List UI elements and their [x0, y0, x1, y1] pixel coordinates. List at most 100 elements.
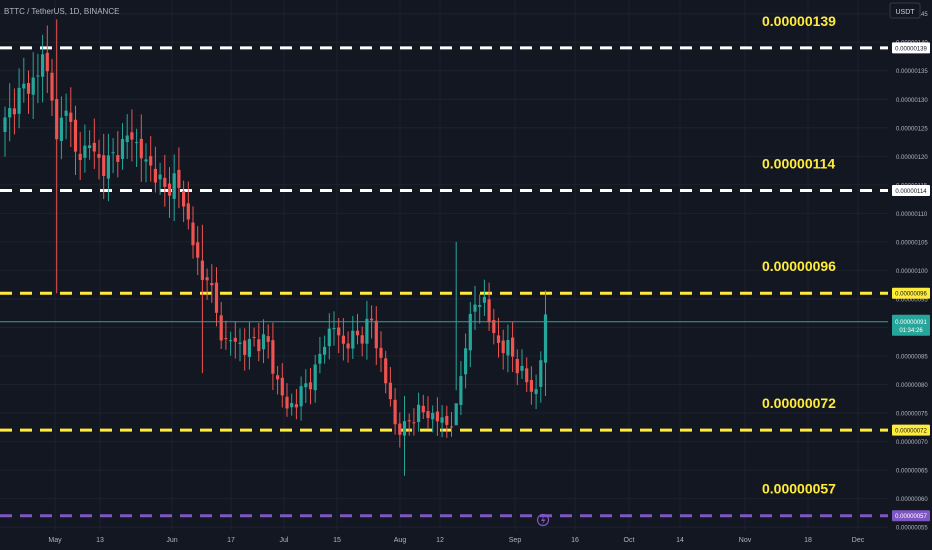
- candle-body[interactable]: [120, 138, 125, 159]
- candle-body[interactable]: [426, 411, 430, 419]
- candle-body[interactable]: [22, 83, 26, 89]
- candle-body[interactable]: [468, 313, 472, 351]
- candle-body[interactable]: [313, 364, 317, 391]
- candle-body[interactable]: [501, 340, 505, 354]
- candle-body[interactable]: [308, 382, 313, 390]
- candle-body[interactable]: [384, 358, 388, 384]
- candle-body[interactable]: [482, 296, 486, 303]
- candle-body[interactable]: [393, 399, 397, 425]
- candle-body[interactable]: [144, 159, 148, 162]
- candle-body[interactable]: [172, 173, 176, 199]
- candle-body[interactable]: [374, 320, 378, 349]
- candle-body[interactable]: [186, 203, 190, 220]
- candle-body[interactable]: [88, 145, 92, 149]
- candle-body[interactable]: [449, 426, 454, 428]
- candle-body[interactable]: [252, 336, 256, 338]
- candle-body[interactable]: [83, 145, 87, 158]
- candle-body[interactable]: [200, 260, 204, 280]
- candle-body[interactable]: [111, 152, 115, 154]
- candle-body[interactable]: [238, 342, 242, 344]
- candle-body[interactable]: [233, 337, 237, 342]
- candle-body[interactable]: [421, 405, 425, 413]
- candle-body[interactable]: [45, 52, 49, 72]
- candle-body[interactable]: [116, 155, 120, 162]
- candle-body[interactable]: [50, 72, 54, 101]
- candle-body[interactable]: [280, 377, 284, 396]
- candle-body[interactable]: [92, 142, 96, 152]
- candle-body[interactable]: [515, 359, 519, 374]
- date-axis[interactable]: May 13 Jun 17 Jul 15 Aug 12 Sep 16 Oct 14 Nov 18 Dec: [48, 537, 864, 544]
- candlestick-series[interactable]: [3, 19, 548, 476]
- candle-body[interactable]: [210, 282, 214, 286]
- candle-body[interactable]: [78, 153, 82, 161]
- support-resistance-levels[interactable]: [0, 46, 888, 518]
- candle-body[interactable]: [130, 132, 134, 140]
- candle-body[interactable]: [135, 142, 139, 144]
- candle-body[interactable]: [41, 54, 45, 77]
- candle-body[interactable]: [167, 183, 172, 196]
- candle-body[interactable]: [370, 318, 374, 321]
- candle-body[interactable]: [247, 338, 251, 357]
- candle-body[interactable]: [102, 155, 106, 176]
- candle-body[interactable]: [440, 417, 444, 423]
- candle-body[interactable]: [243, 340, 247, 355]
- candle-body[interactable]: [323, 346, 327, 355]
- candle-body[interactable]: [492, 319, 496, 334]
- candle-body[interactable]: [327, 328, 331, 347]
- candle-body[interactable]: [36, 75, 40, 77]
- candle-body[interactable]: [459, 376, 463, 405]
- candle-body[interactable]: [299, 386, 303, 407]
- candle-body[interactable]: [511, 337, 515, 357]
- candle-body[interactable]: [17, 87, 21, 114]
- candle-body[interactable]: [487, 299, 491, 323]
- candle-body[interactable]: [290, 403, 294, 408]
- candle-body[interactable]: [26, 83, 31, 94]
- candle-body[interactable]: [351, 330, 355, 349]
- candle-body[interactable]: [318, 353, 322, 364]
- candle-body[interactable]: [473, 304, 477, 312]
- candle-body[interactable]: [12, 108, 16, 115]
- candle-body[interactable]: [346, 343, 350, 349]
- candle-body[interactable]: [224, 338, 228, 340]
- price-axis[interactable]: 0.000001450.000001400.000001350.00000130…: [892, 12, 930, 532]
- candle-body[interactable]: [163, 177, 167, 187]
- candle-body[interactable]: [379, 347, 383, 358]
- candle-body[interactable]: [149, 156, 153, 166]
- candle-body[interactable]: [285, 396, 289, 409]
- candle-body[interactable]: [534, 389, 538, 395]
- candle-body[interactable]: [417, 404, 421, 423]
- candle-body[interactable]: [431, 412, 435, 420]
- candle-body[interactable]: [97, 154, 101, 158]
- candle-body[interactable]: [478, 305, 482, 307]
- candle-body[interactable]: [402, 421, 407, 436]
- lightning-icon[interactable]: [536, 513, 550, 527]
- candle-body[interactable]: [454, 403, 458, 426]
- candle-body[interactable]: [543, 314, 548, 363]
- candle-body[interactable]: [219, 315, 223, 341]
- candle-body[interactable]: [341, 335, 345, 344]
- candle-body[interactable]: [355, 330, 360, 336]
- currency-button[interactable]: USDT: [889, 2, 921, 19]
- candle-body[interactable]: [158, 174, 162, 180]
- candle-body[interactable]: [69, 112, 73, 122]
- candle-body[interactable]: [139, 138, 143, 159]
- candle-body[interactable]: [125, 135, 129, 143]
- candle-body[interactable]: [407, 420, 411, 422]
- candle-body[interactable]: [398, 423, 402, 435]
- candle-body[interactable]: [539, 360, 543, 387]
- candle-body[interactable]: [205, 277, 209, 281]
- candle-body[interactable]: [496, 335, 501, 343]
- candle-body[interactable]: [412, 422, 416, 424]
- candle-body[interactable]: [445, 415, 449, 425]
- candle-body[interactable]: [31, 77, 35, 95]
- candle-body[interactable]: [182, 191, 186, 207]
- candle-body[interactable]: [196, 242, 200, 258]
- candle-body[interactable]: [520, 365, 524, 371]
- candle-body[interactable]: [153, 168, 157, 183]
- candle-body[interactable]: [294, 404, 298, 408]
- candle-body[interactable]: [529, 379, 533, 392]
- candle-body[interactable]: [59, 117, 63, 141]
- candle-body[interactable]: [332, 328, 336, 330]
- candle-body[interactable]: [55, 98, 59, 140]
